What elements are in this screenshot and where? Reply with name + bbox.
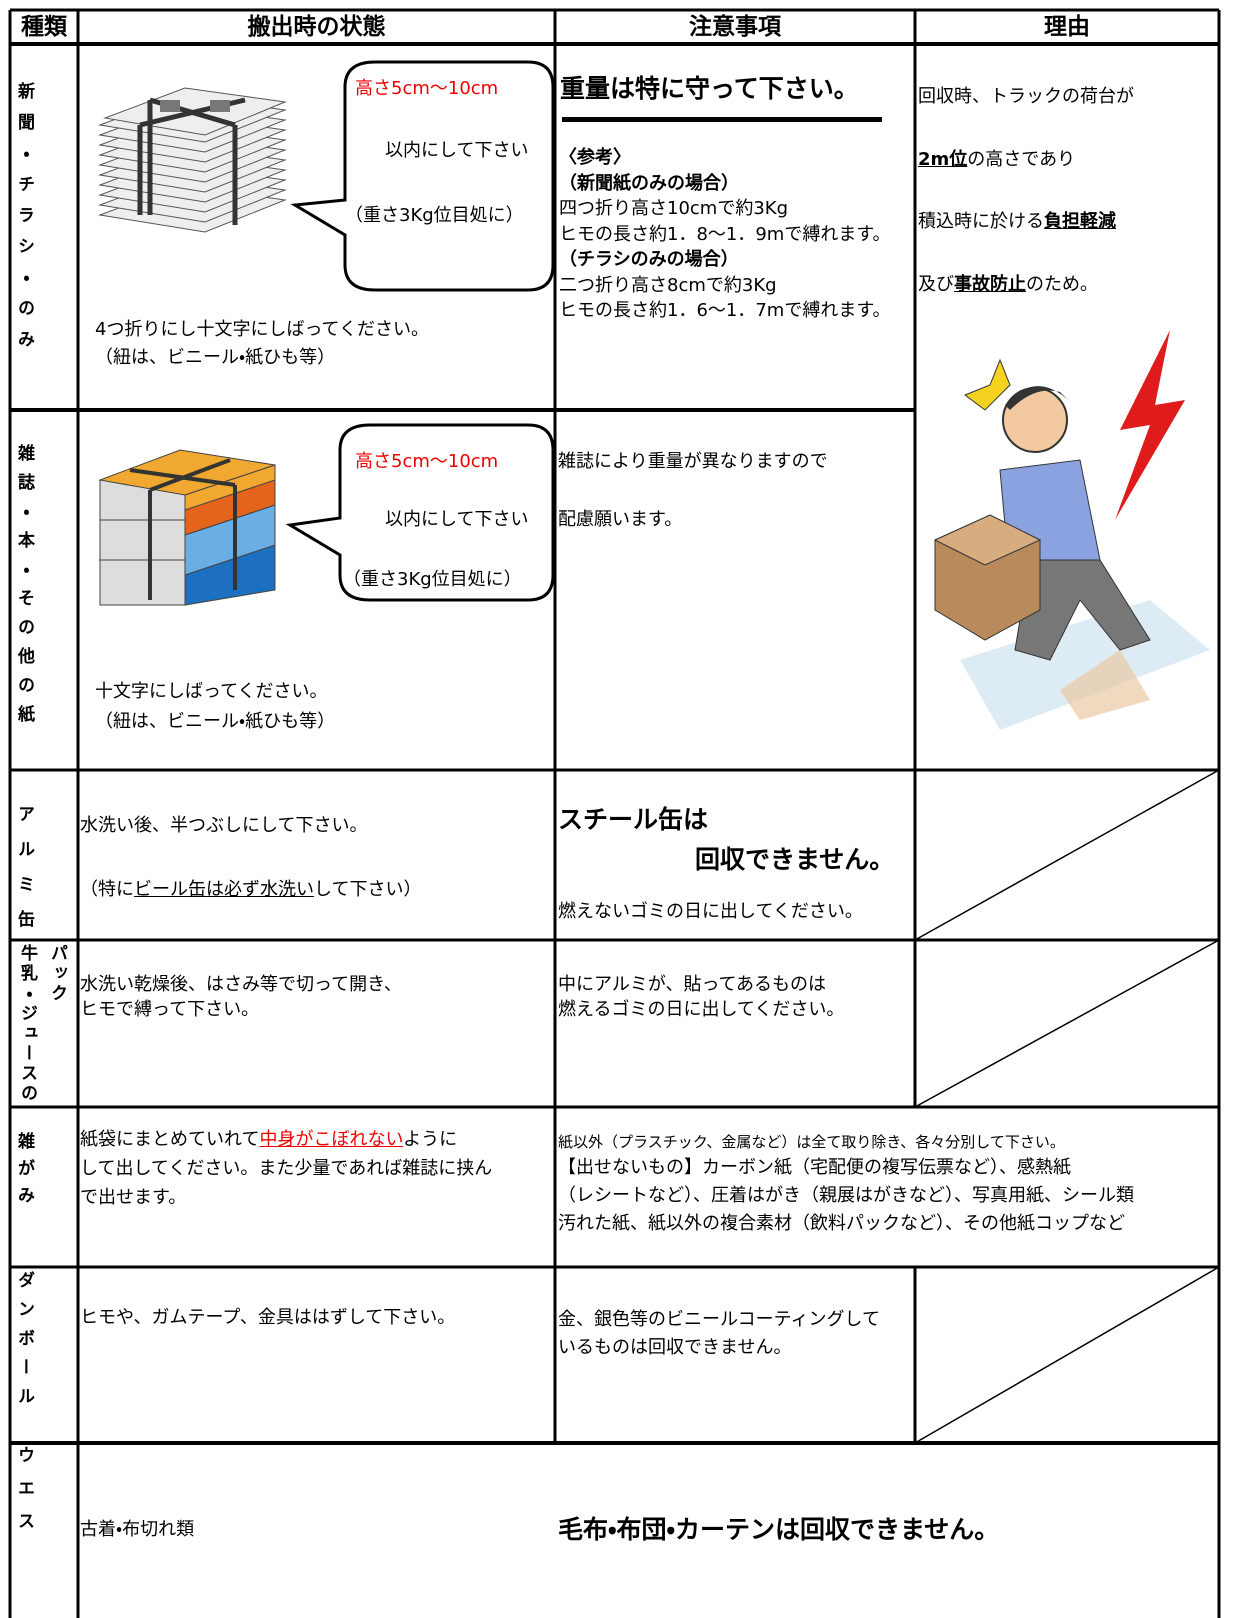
kind-label: 雑がみ: [14, 1132, 34, 1213]
notes-text: 【出せないもの】カーボン紙（宅配便の複写伝票など）、感熱紙: [558, 1157, 1071, 1178]
state-text: ヒモで縛って下さい。: [80, 999, 260, 1020]
reason-text: 回収時、トラックの荷台が: [918, 85, 1134, 109]
header-cell: 種類: [21, 14, 67, 40]
state-part: （特に: [80, 879, 134, 900]
notes-heading: 回収できません。: [695, 845, 895, 874]
notes-text: ヒモの長さ約1．8〜1．9mで縛れます。: [559, 223, 891, 245]
notes-text: 紙以外（プラスチック、金属など）は全て取り除き、各々分別して下さい。: [558, 1133, 1065, 1151]
reason-emphasis: 負担軽減: [1044, 211, 1116, 232]
kind-label: 新聞・チラシ・のみ: [14, 82, 34, 361]
notes-text: 雑誌により重量が異なりますので: [558, 451, 828, 472]
state-text: で出せます。: [80, 1186, 186, 1210]
state-text: （紐は、ビニール・紙ひも等）: [95, 347, 336, 368]
reason-part: のため。: [1026, 274, 1098, 295]
notes-text: 二つ折り高さ8cmで約3Kg: [559, 274, 777, 296]
state-text: 水洗い後、半つぶしにして下さい。: [80, 814, 367, 838]
bubble-text: （重さ3Kg位目処に）: [343, 569, 522, 590]
notes-text: （チラシのみの場合）: [559, 249, 739, 270]
reason-text: 及び事故防止のため。: [918, 273, 1098, 297]
notes-text: （新聞紙のみの場合）: [559, 172, 739, 194]
notes-text: 四つ折り高さ10cmで約3Kg: [559, 198, 789, 219]
bubble-text: 高さ5cm〜10cm: [355, 451, 499, 472]
notes-text: 汚れた紙、紙以外の複合素材（飲料パックなど）、その他紙コップなど: [558, 1213, 1125, 1234]
notes-text: 燃えないゴミの日に出してください。: [558, 901, 863, 922]
state-text: （紐は、ビニール・紙ひも等）: [95, 711, 336, 732]
state-part: で出せます。: [80, 1187, 187, 1208]
reason-text: 2m位の高さであり: [918, 148, 1075, 172]
reason-part: 回収時、トラックの荷台が: [918, 86, 1134, 107]
notes-text: ヒモの長さ約1．6〜1．7mで縛れます。: [559, 300, 891, 321]
state-part: して下さい）: [314, 879, 422, 900]
header-cell: 搬出時の状態: [247, 14, 386, 40]
kind-label: アルミ缶: [14, 805, 34, 945]
reason-part: 及び: [918, 274, 954, 295]
reason-emphasis: 2m位: [918, 149, 968, 170]
state-part: して出してください。また少量であれば雑誌に挟ん: [80, 1158, 493, 1179]
header-cell: 注意事項: [689, 14, 781, 40]
notes-block: 〈参考〉 （新聞紙のみの場合） 四つ折り高さ10cmで約3Kg ヒモの長さ約1．…: [559, 145, 909, 324]
notes-heading: 毛布・布団・カーテンは回収できません。: [558, 1515, 1000, 1544]
reason-part: の高さであり: [967, 149, 1076, 170]
bubble-text: 以内にして下さい: [385, 140, 529, 161]
state-text: ヒモや、ガムテープ、金具ははずして下さい。: [80, 1307, 456, 1328]
state-part: 水洗い後、半つぶしにして下さい。: [80, 815, 368, 836]
state-text: （特にビール缶は必ず水洗いして下さい）: [80, 878, 421, 902]
notes-text: 〈参考〉: [559, 147, 631, 168]
bubble-text: 高さ5cm〜10cm: [355, 78, 499, 99]
state-part: 紙袋にまとめていれて: [80, 1129, 260, 1150]
state-text: 古着・布切れ類: [80, 1519, 195, 1540]
kind-label: ウエス: [14, 1446, 34, 1545]
notes-text: 燃えるゴミの日に出してください。: [558, 999, 845, 1020]
notes-text: 配慮願います。: [558, 509, 683, 530]
kind-label: 牛乳・ジュースのパック: [17, 944, 67, 1104]
state-emphasis: 中身がこぼれない: [259, 1129, 404, 1150]
state-emphasis: ビール缶は必ず水洗い: [134, 879, 314, 900]
bubble-text: 以内にして下さい: [385, 509, 529, 530]
header-cell: 理由: [1044, 14, 1090, 40]
state-text: 4つ折りにし十文字にしばってください。: [95, 319, 430, 340]
notes-text: （レシートなど）、圧着はがき（親展はがきなど）、写真用紙、シール類: [558, 1185, 1134, 1206]
reason-text: 積込時に於ける負担軽減: [918, 210, 1116, 234]
bubble-text: （重さ3Kg位目処に）: [345, 205, 524, 226]
notes-text: 金、銀色等のビニールコーティングしているものは回収できません。: [558, 1309, 881, 1358]
state-text: 水洗い乾燥後、はさみ等で切って開き、: [80, 974, 402, 995]
reason-part: 積込時に於ける: [918, 211, 1044, 232]
reason-emphasis: 事故防止: [954, 274, 1026, 295]
state-text: して出してください。また少量であれば雑誌に挟ん: [80, 1157, 492, 1181]
notes-text: 中にアルミが、貼ってあるものは: [558, 974, 827, 995]
notes-heading: スチール缶は: [558, 805, 709, 834]
kind-label: 雑誌・本・その他の紙: [14, 444, 34, 734]
state-part: ように: [403, 1129, 458, 1150]
kind-label: ダンボール: [14, 1271, 34, 1416]
notes-heading: 重量は特に守って下さい。: [560, 74, 859, 103]
state-text: 十文字にしばってください。: [95, 681, 328, 702]
state-text: 紙袋にまとめていれて中身がこぼれないように: [80, 1128, 457, 1152]
